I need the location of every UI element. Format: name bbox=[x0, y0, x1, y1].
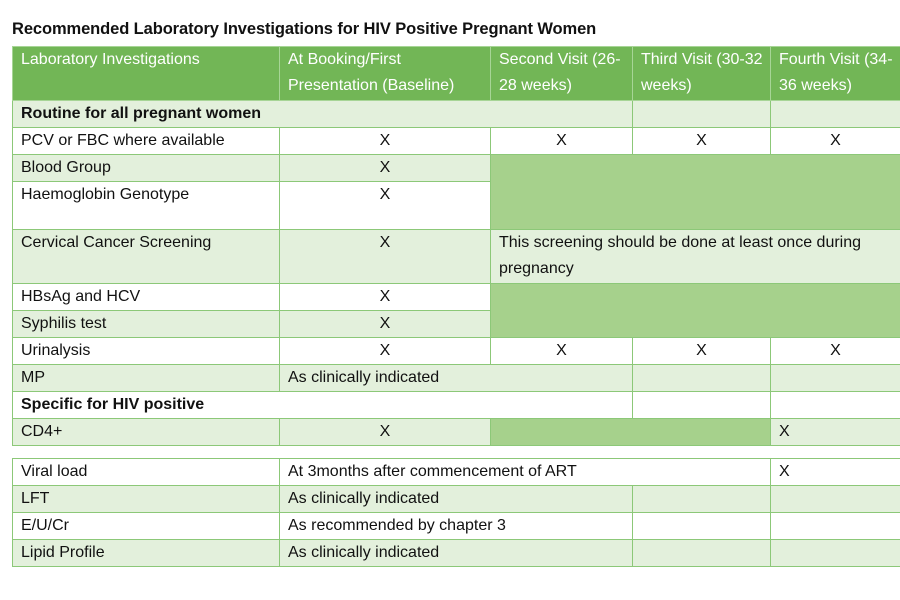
table-title: Recommended Laboratory Investigations fo… bbox=[12, 20, 597, 38]
table-row: Haemoglobin Genotype X bbox=[12, 181, 900, 230]
table-cell bbox=[770, 485, 900, 513]
row-label-lipid-profile: Lipid Profile bbox=[12, 539, 280, 567]
section-heading-hiv: Specific for HIV positive bbox=[12, 391, 633, 419]
table-row: MP As clinically indicated bbox=[12, 364, 900, 392]
cell-mark: X bbox=[770, 337, 900, 365]
row-label-syphilis-test: Syphilis test bbox=[12, 310, 280, 338]
cell-mark: X bbox=[490, 337, 633, 365]
table-cell bbox=[770, 539, 900, 567]
cell-mark: X bbox=[279, 418, 491, 446]
shaded-cell bbox=[490, 154, 900, 230]
lft-note: As clinically indicated bbox=[279, 485, 633, 513]
row-label-haemoglobin-genotype: Haemoglobin Genotype bbox=[12, 181, 280, 230]
cell-mark: X bbox=[632, 337, 771, 365]
cell-mark: X bbox=[770, 458, 900, 486]
table-cell bbox=[631, 485, 772, 513]
table-row: Blood Group X bbox=[12, 154, 900, 230]
table-cell bbox=[770, 391, 900, 419]
table-cell bbox=[770, 364, 900, 392]
table-row: CD4+ X X bbox=[12, 418, 900, 446]
row-label-blood-group: Blood Group bbox=[12, 154, 280, 182]
shaded-cell bbox=[490, 283, 900, 338]
section-heading-routine: Routine for all pregnant women bbox=[12, 100, 633, 128]
table-row: Cervical Cancer Screening X This screeni… bbox=[12, 229, 900, 284]
table-row: Viral load At 3months after commencement… bbox=[12, 458, 900, 486]
cell-mark: X bbox=[279, 283, 491, 311]
section-row-hiv: Specific for HIV positive bbox=[12, 391, 900, 419]
cell-mark: X bbox=[279, 181, 491, 230]
table-row: PCV or FBC where available X X X X bbox=[12, 127, 900, 155]
table-cell bbox=[632, 100, 771, 128]
row-label-eucr: E/U/Cr bbox=[12, 512, 280, 540]
header-fourth-visit: Fourth Visit (34-36 weeks) bbox=[770, 46, 900, 101]
cell-mark: X bbox=[279, 310, 491, 338]
shaded-cell bbox=[490, 418, 771, 446]
table-cell bbox=[631, 512, 772, 540]
header-second-visit: Second Visit (26-28 weeks) bbox=[490, 46, 633, 101]
cell-mark: X bbox=[770, 418, 900, 446]
table-cell bbox=[632, 391, 771, 419]
header-laboratory-investigations: Laboratory Investigations bbox=[12, 46, 280, 101]
row-label-cd4: CD4+ bbox=[12, 418, 280, 446]
viral-load-note: At 3months after commencement of ART bbox=[278, 458, 772, 486]
eucr-note: As recommended by chapter 3 bbox=[279, 512, 633, 540]
row-label-cervical-cancer-screening: Cervical Cancer Screening bbox=[12, 229, 280, 284]
table-cell bbox=[770, 100, 900, 128]
header-third-visit: Third Visit (30-32 weeks) bbox=[632, 46, 771, 101]
cell-mark: X bbox=[279, 229, 491, 284]
mp-note: As clinically indicated bbox=[279, 364, 633, 392]
row-label-urinalysis: Urinalysis bbox=[12, 337, 280, 365]
row-label-pcv: PCV or FBC where available bbox=[12, 127, 280, 155]
cell-mark: X bbox=[490, 127, 633, 155]
cell-mark: X bbox=[279, 337, 491, 365]
row-label-lft: LFT bbox=[12, 485, 280, 513]
header-row: Laboratory Investigations At Booking/Fir… bbox=[12, 46, 900, 101]
table-row: HBsAg and HCV X bbox=[12, 283, 900, 338]
table-cell bbox=[632, 364, 771, 392]
cell-mark: X bbox=[770, 127, 900, 155]
table-row: Lipid Profile As clinically indicated bbox=[12, 539, 900, 567]
cell-mark: X bbox=[632, 127, 771, 155]
row-label-viral-load: Viral load bbox=[12, 458, 280, 486]
table-cell bbox=[631, 539, 772, 567]
row-label-mp: MP bbox=[12, 364, 280, 392]
cell-mark: X bbox=[279, 154, 491, 182]
cervical-screening-note: This screening should be done at least o… bbox=[490, 229, 900, 284]
cell-mark: X bbox=[279, 127, 491, 155]
section-row-routine: Routine for all pregnant women bbox=[12, 100, 900, 128]
table-row: Syphilis test X bbox=[12, 310, 900, 338]
table-cell bbox=[770, 512, 900, 540]
lab-investigations-table: Laboratory Investigations At Booking/Fir… bbox=[12, 46, 900, 446]
header-baseline: At Booking/First Presentation (Baseline) bbox=[279, 46, 491, 101]
table-row: LFT As clinically indicated bbox=[12, 485, 900, 513]
lab-investigations-table-continued: Viral load At 3months after commencement… bbox=[12, 458, 900, 567]
lipid-note: As clinically indicated bbox=[279, 539, 633, 567]
row-label-hbsag-hcv: HBsAg and HCV bbox=[12, 283, 280, 311]
table-row: E/U/Cr As recommended by chapter 3 bbox=[12, 512, 900, 540]
table-row: Urinalysis X X X X bbox=[12, 337, 900, 365]
